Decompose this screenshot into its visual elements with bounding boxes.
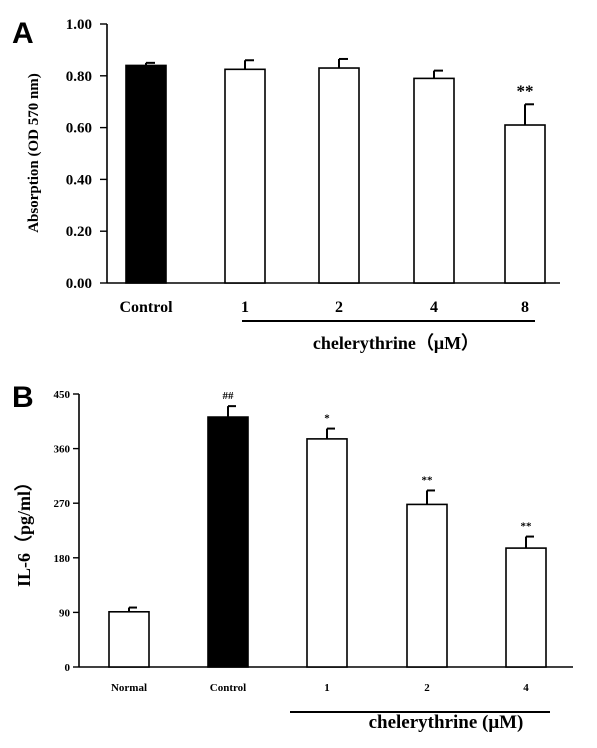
panel-a-bar — [125, 64, 167, 284]
panel-b-bar — [207, 416, 249, 668]
panel-b-y-tick-label: 180 — [54, 553, 71, 565]
panel-a-y-tick-label: 0.80 — [66, 69, 92, 85]
panel-a-significance-mark: ** — [517, 81, 534, 100]
panel-b-category-labels: Normal Control 1 2 4 — [111, 682, 529, 694]
panel-b-significance-mark: ** — [422, 474, 434, 486]
panel-b-group-label: chelerythrine (μM) — [369, 712, 524, 733]
panel-a-y-axis-label: Absorption (OD 570 nm) — [26, 73, 42, 233]
panel-a-y-tick-label: 0.60 — [66, 121, 92, 137]
panel-a-y-tick-label: 0.00 — [66, 276, 92, 292]
panel-b-y-ticks: 0 90 180 270 360 450 — [54, 389, 79, 674]
panel-a-y-tick-label: 0.40 — [66, 172, 92, 188]
panel-a-bars: ** — [125, 57, 546, 284]
panel-b-letter: B — [12, 381, 34, 414]
panel-a-category-label: 2 — [335, 299, 343, 316]
panel-b-y-tick-label: 0 — [65, 662, 71, 674]
panel-b-significance-mark: ## — [223, 390, 235, 402]
panel-b-y-tick-label: 270 — [54, 498, 71, 510]
panel-a-category-label: 8 — [521, 299, 529, 316]
panel-a: A Absorption (OD 570 nm) 0.00 0.20 0.40 0.6… — [12, 17, 560, 353]
panel-b-y-axis-label: IL-6（pg/ml） — [14, 473, 34, 587]
panel-b-significance-mark: * — [324, 413, 330, 425]
panel-b-category-label: Control — [210, 682, 246, 694]
panel-b-y-tick-label: 90 — [59, 607, 71, 619]
panel-a-category-label: 1 — [241, 299, 249, 316]
panel-a-bar — [224, 68, 266, 284]
panel-a-category-label: Control — [119, 299, 173, 316]
panel-a-y-tick-label: 0.20 — [66, 224, 92, 240]
panel-b-category-label: 2 — [424, 682, 430, 694]
panel-b-category-label: 1 — [324, 682, 330, 694]
panel-b-significance-mark: ** — [521, 521, 533, 533]
panel-b-bar — [406, 503, 448, 668]
panel-a-category-label: 4 — [430, 299, 438, 316]
panel-a-bar — [504, 124, 546, 284]
panel-a-bar — [413, 77, 455, 284]
panel-a-y-ticks: 0.00 0.20 0.40 0.60 0.80 1.00 — [66, 17, 107, 292]
panel-a-y-tick-label: 1.00 — [66, 17, 92, 33]
panel-b-bars: ##***** — [108, 390, 547, 668]
panel-a-bar — [318, 67, 360, 284]
panel-b-y-tick-label: 450 — [54, 389, 71, 401]
panel-a-letter: A — [12, 17, 34, 50]
panel-a-category-labels: Control 1 2 4 8 — [119, 299, 529, 316]
panel-a-group-label: chelerythrine（μM） — [313, 333, 479, 353]
panel-b-category-label: 4 — [523, 682, 529, 694]
panel-b-category-label: Normal — [111, 682, 147, 694]
panel-b-bar — [505, 547, 547, 668]
panel-b-bar — [306, 438, 348, 668]
panel-b-y-tick-label: 360 — [54, 444, 71, 456]
panel-b-bar — [108, 610, 150, 668]
